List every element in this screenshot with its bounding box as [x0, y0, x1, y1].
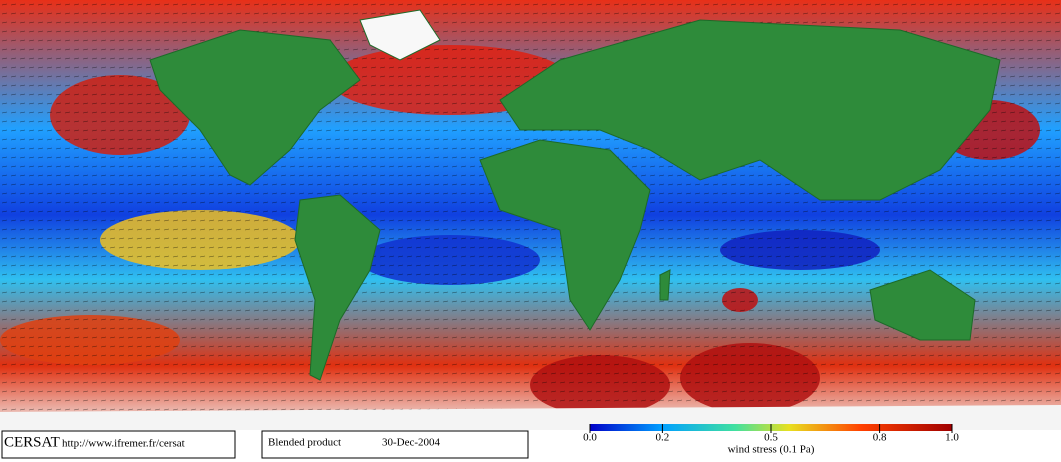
colorbar-tick-label: 1.0 [945, 432, 959, 444]
colorbar-label: wind stress (0.1 Pa) [728, 444, 815, 456]
product-box [261, 430, 529, 459]
colorbar-tick-label: 0.0 [583, 432, 597, 444]
colorbar-tick-label: 0.2 [656, 432, 670, 444]
map [0, 0, 1061, 430]
logo: CERSAT [4, 434, 60, 450]
date: 30-Dec-2004 [382, 437, 441, 449]
url: http://www.ifremer.fr/cersat [62, 438, 185, 450]
colorbar-tick-label: 0.5 [764, 432, 778, 444]
logo-box [1, 430, 236, 459]
product: Blended product [268, 437, 341, 449]
colorbar-tick-label: 0.8 [873, 432, 887, 444]
